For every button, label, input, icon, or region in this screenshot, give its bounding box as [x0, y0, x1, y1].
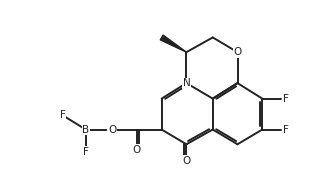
- Text: O: O: [133, 145, 141, 155]
- Text: O: O: [182, 155, 191, 165]
- Text: F: F: [283, 124, 289, 134]
- Text: B: B: [82, 124, 89, 134]
- Polygon shape: [160, 35, 186, 52]
- Text: O: O: [108, 124, 116, 134]
- Text: N: N: [183, 78, 190, 88]
- Text: F: F: [60, 110, 66, 120]
- Text: F: F: [283, 94, 289, 104]
- Text: F: F: [83, 147, 89, 157]
- Text: O: O: [233, 47, 242, 57]
